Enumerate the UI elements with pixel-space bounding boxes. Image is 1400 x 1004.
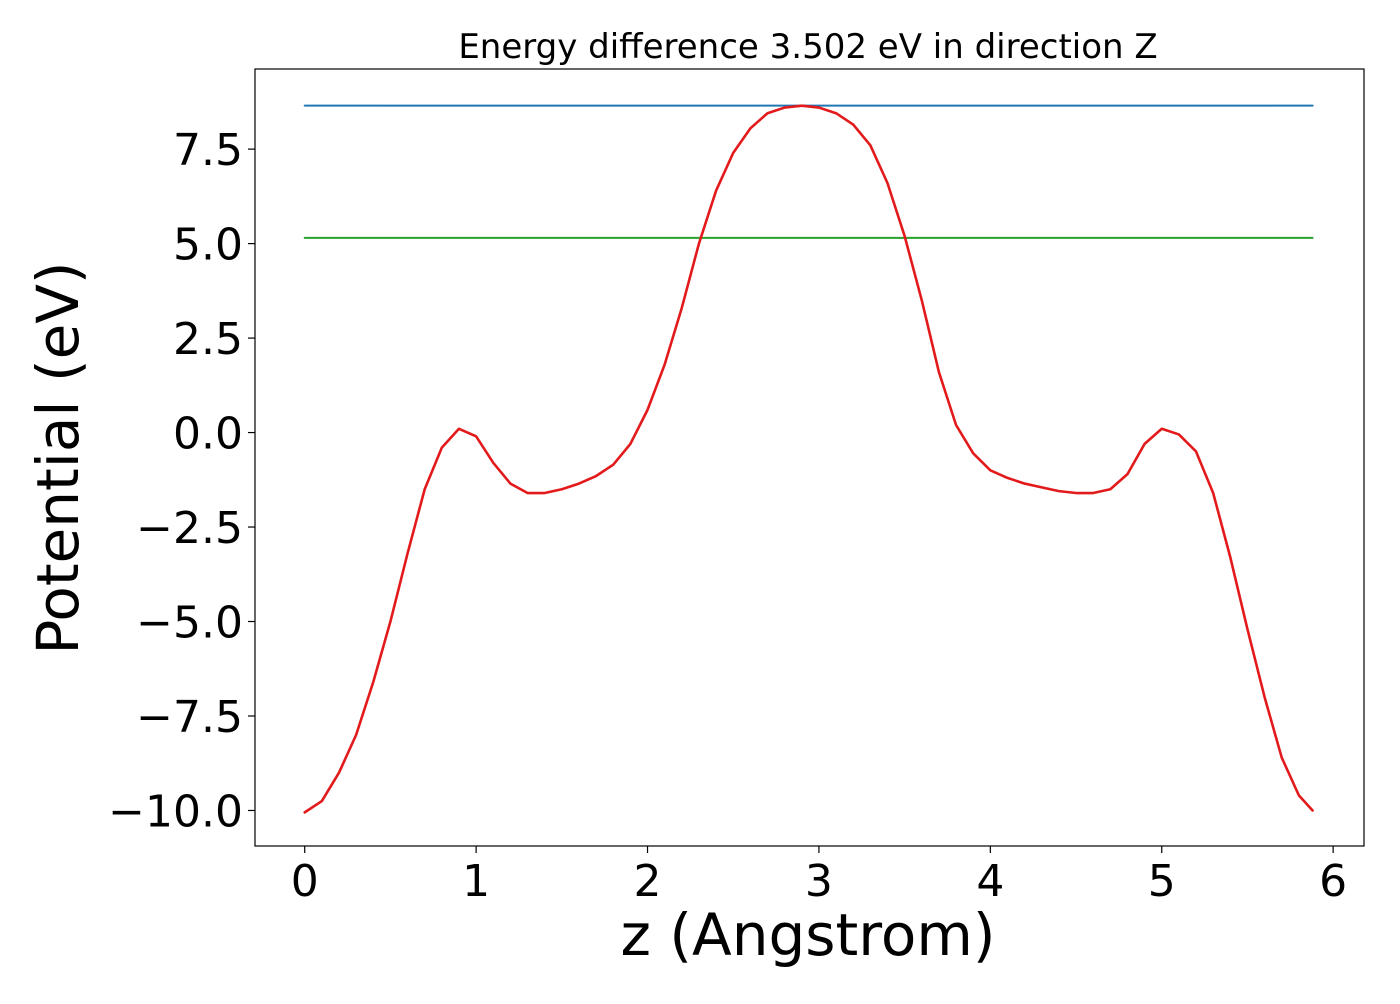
x-tick-label: 0 bbox=[291, 856, 319, 907]
chart-title: Energy difference 3.502 eV in direction … bbox=[458, 27, 1157, 67]
x-tick-label: 2 bbox=[634, 856, 662, 907]
x-tick-label: 1 bbox=[462, 856, 490, 907]
x-tick-label: 3 bbox=[805, 856, 833, 907]
y-tick-label: 5.0 bbox=[173, 220, 243, 271]
y-axis-label: Potential (eV) bbox=[24, 261, 92, 654]
x-axis-label: z (Angstrom) bbox=[621, 901, 996, 969]
y-tick-label: −5.0 bbox=[136, 598, 243, 649]
y-tick-label: 2.5 bbox=[173, 314, 243, 365]
y-tick-label: −10.0 bbox=[108, 786, 243, 837]
series-line-0 bbox=[303, 104, 1314, 814]
x-tick-label: 4 bbox=[976, 856, 1004, 907]
y-tick-label: −2.5 bbox=[136, 503, 243, 554]
x-tick-label: 6 bbox=[1319, 856, 1347, 907]
series-layer bbox=[303, 104, 1314, 814]
y-axis: −10.0 −7.5 −5.0 −2.5 0.0 2.5 5.0 7.5 bbox=[108, 125, 255, 837]
x-axis: 0 1 2 3 4 5 6 bbox=[291, 846, 1347, 907]
y-tick-label: −7.5 bbox=[136, 692, 243, 743]
plot-area bbox=[254, 68, 1365, 847]
y-tick-label: 7.5 bbox=[173, 125, 243, 176]
plot-frame bbox=[254, 68, 1365, 847]
x-tick-label: 5 bbox=[1148, 856, 1176, 907]
y-tick-label: 0.0 bbox=[173, 409, 243, 460]
